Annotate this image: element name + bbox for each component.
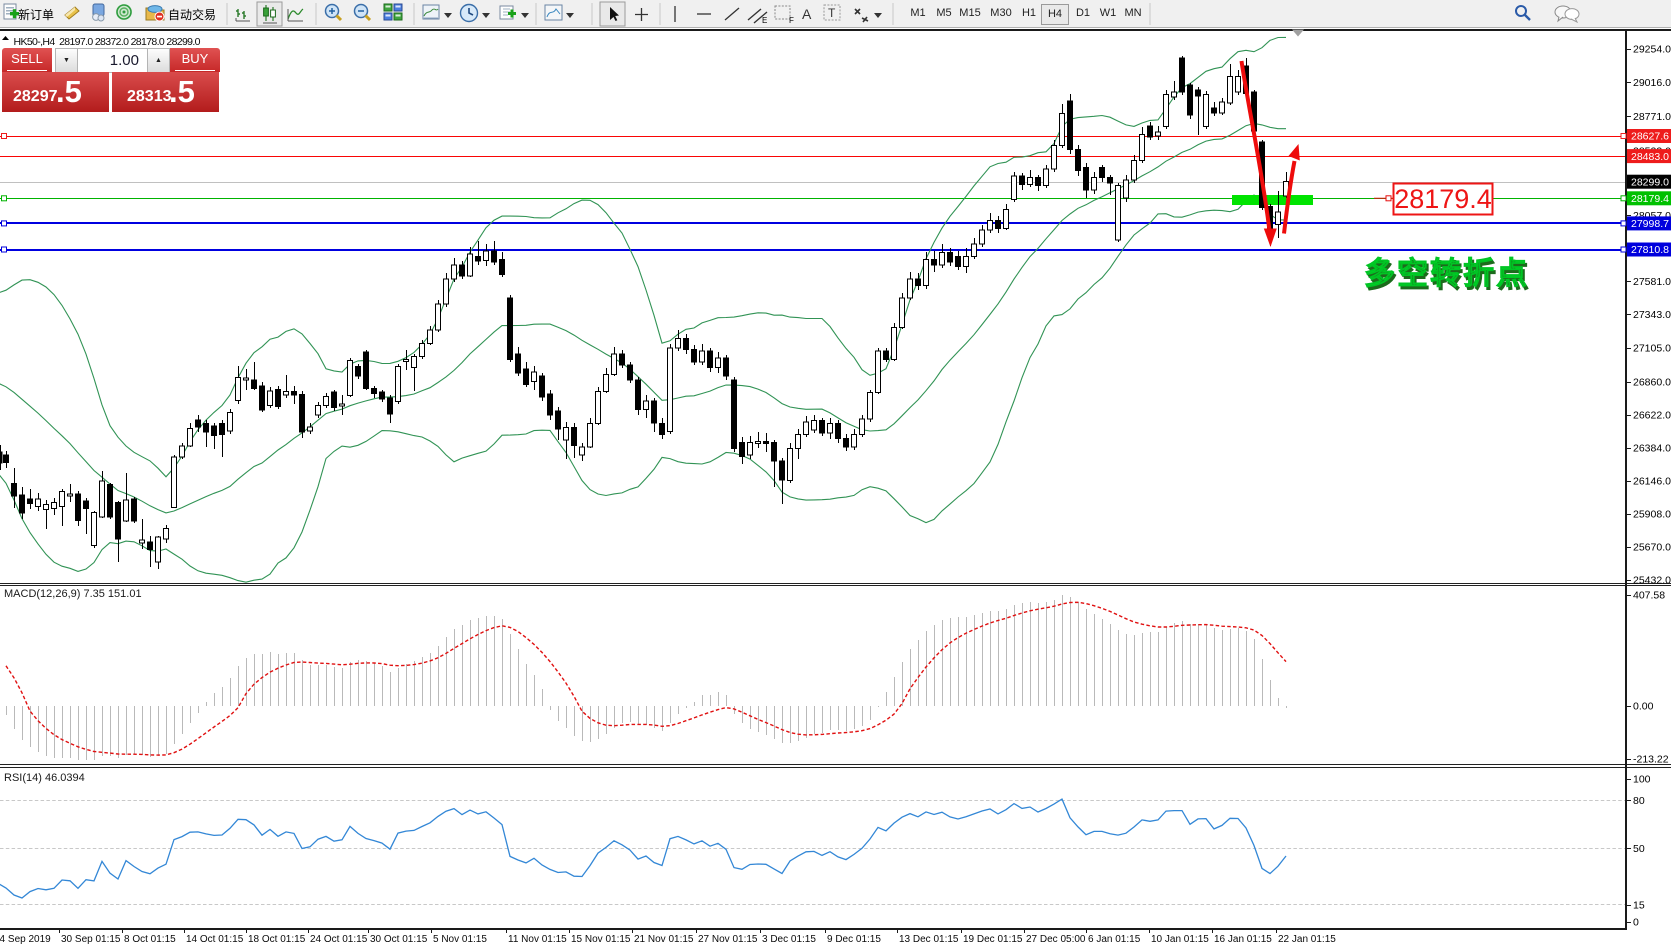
svg-text:100: 100 bbox=[1633, 774, 1651, 786]
svg-text:多空转折点: 多空转折点 bbox=[1364, 256, 1529, 291]
svg-text:24 Oct 01:15: 24 Oct 01:15 bbox=[310, 934, 368, 945]
svg-text:28627.6: 28627.6 bbox=[1631, 131, 1669, 143]
svg-text:27581.0: 27581.0 bbox=[1633, 276, 1671, 288]
svg-text:28179.4: 28179.4 bbox=[1631, 193, 1669, 205]
svg-text:14 Oct 01:15: 14 Oct 01:15 bbox=[186, 934, 244, 945]
svg-text:15: 15 bbox=[1633, 900, 1645, 912]
svg-text:28483.0: 28483.0 bbox=[1631, 151, 1669, 163]
svg-text:27343.0: 27343.0 bbox=[1633, 309, 1671, 321]
svg-text:自动交易: 自动交易 bbox=[168, 7, 216, 22]
svg-text:0.00: 0.00 bbox=[1633, 701, 1654, 713]
svg-text:30 Sep 01:15: 30 Sep 01:15 bbox=[61, 934, 121, 945]
svg-text:18 Oct 01:15: 18 Oct 01:15 bbox=[248, 934, 306, 945]
svg-text:0: 0 bbox=[1633, 917, 1639, 929]
svg-text:27 Dec 05:00: 27 Dec 05:00 bbox=[1026, 934, 1086, 945]
svg-text:RSI(14) 46.0394: RSI(14) 46.0394 bbox=[4, 772, 85, 784]
svg-text:15 Nov 01:15: 15 Nov 01:15 bbox=[571, 934, 631, 945]
svg-text:30 Oct 01:15: 30 Oct 01:15 bbox=[370, 934, 428, 945]
svg-text:26146.0: 26146.0 bbox=[1633, 476, 1671, 488]
svg-text:19 Dec 01:15: 19 Dec 01:15 bbox=[963, 934, 1023, 945]
svg-text:28771.0: 28771.0 bbox=[1633, 111, 1671, 123]
svg-text:HK50-,H4 28197.0 28372.0 2817: HK50-,H4 28197.0 28372.0 28178.0 28299.0 bbox=[14, 36, 201, 48]
svg-text:29016.0: 29016.0 bbox=[1633, 77, 1671, 89]
svg-text:27105.0: 27105.0 bbox=[1633, 342, 1671, 354]
svg-text:25670.0: 25670.0 bbox=[1633, 542, 1671, 554]
svg-text:16 Jan 01:15: 16 Jan 01:15 bbox=[1214, 934, 1272, 945]
svg-text:24 Sep 2019: 24 Sep 2019 bbox=[0, 934, 51, 945]
svg-text:407.58: 407.58 bbox=[1633, 590, 1665, 602]
svg-text:21 Nov 01:15: 21 Nov 01:15 bbox=[634, 934, 694, 945]
svg-text:11 Nov 01:15: 11 Nov 01:15 bbox=[508, 934, 567, 945]
svg-text:50: 50 bbox=[1633, 843, 1645, 855]
svg-text:3 Dec 01:15: 3 Dec 01:15 bbox=[762, 934, 816, 945]
svg-text:10 Jan 01:15: 10 Jan 01:15 bbox=[1151, 934, 1209, 945]
svg-text:80: 80 bbox=[1633, 795, 1645, 807]
svg-text:26622.0: 26622.0 bbox=[1633, 409, 1671, 421]
svg-text:-213.22: -213.22 bbox=[1633, 754, 1669, 766]
svg-text:25432.0: 25432.0 bbox=[1633, 575, 1671, 587]
svg-text:8 Oct 01:15: 8 Oct 01:15 bbox=[124, 934, 176, 945]
svg-text:27 Nov 01:15: 27 Nov 01:15 bbox=[698, 934, 758, 945]
svg-text:13 Dec 01:15: 13 Dec 01:15 bbox=[899, 934, 959, 945]
svg-text:F: F bbox=[789, 16, 794, 25]
svg-text:9 Dec 01:15: 9 Dec 01:15 bbox=[827, 934, 881, 945]
svg-text:29254.0: 29254.0 bbox=[1633, 44, 1671, 56]
svg-text:E: E bbox=[762, 16, 767, 25]
svg-text:28299.0: 28299.0 bbox=[1631, 176, 1669, 188]
svg-text:A: A bbox=[802, 6, 812, 22]
svg-text:MACD(12,26,9) 7.35 151.01: MACD(12,26,9) 7.35 151.01 bbox=[4, 588, 142, 600]
svg-text:5 Nov 01:15: 5 Nov 01:15 bbox=[433, 934, 487, 945]
svg-text:22 Jan 01:15: 22 Jan 01:15 bbox=[1278, 934, 1336, 945]
svg-text:25908.0: 25908.0 bbox=[1633, 509, 1671, 521]
svg-text:26384.0: 26384.0 bbox=[1633, 442, 1671, 454]
svg-text:6 Jan 01:15: 6 Jan 01:15 bbox=[1088, 934, 1141, 945]
svg-text:27998.7: 27998.7 bbox=[1631, 218, 1669, 230]
svg-text:26860.0: 26860.0 bbox=[1633, 376, 1671, 388]
svg-text:28179.4: 28179.4 bbox=[1394, 184, 1492, 214]
svg-text:新订单: 新订单 bbox=[18, 7, 54, 22]
svg-text:27810.8: 27810.8 bbox=[1631, 244, 1669, 256]
svg-text:T: T bbox=[828, 6, 836, 20]
